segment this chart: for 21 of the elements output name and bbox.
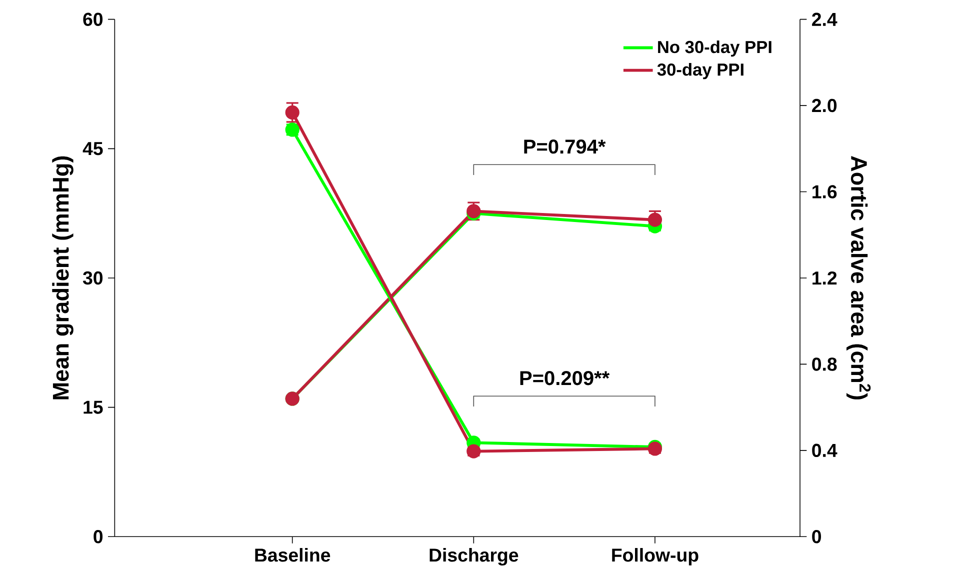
x-tick-label: Discharge <box>430 548 518 566</box>
x-tick-label: Baseline <box>255 548 330 562</box>
annotation: P=0.794* <box>524 140 606 154</box>
y-tick-label: 0 <box>94 530 103 544</box>
y2-tick-label: 2.4 <box>812 12 838 26</box>
y-tick-label: 60 <box>83 12 103 26</box>
y-tick-label: 15 <box>84 400 103 414</box>
y2-tick-label: 1.2 <box>812 271 837 285</box>
annotation: P=0.209** <box>520 371 610 386</box>
y-axis-title: Mean gradient (mmHg) <box>52 156 74 400</box>
y-tick-label: 45 <box>82 142 103 156</box>
y2-tick-label: 2.0 <box>812 98 837 112</box>
y2-axis-title: Aortic valve area (cm$^{2}$) <box>846 156 871 400</box>
legend-label: 30-day PPI <box>657 63 744 80</box>
y2-tick-label: 0.8 <box>812 358 837 371</box>
x-tick-label: Follow-up <box>612 548 698 566</box>
y2-tick-label: 0 <box>812 530 821 544</box>
legend-label: No 30-day PPI <box>658 40 772 57</box>
y2-tick-label: 1.6 <box>812 185 837 198</box>
y2-tick-label: 0.4 <box>812 444 838 458</box>
y-tick-label: 30 <box>82 271 103 285</box>
